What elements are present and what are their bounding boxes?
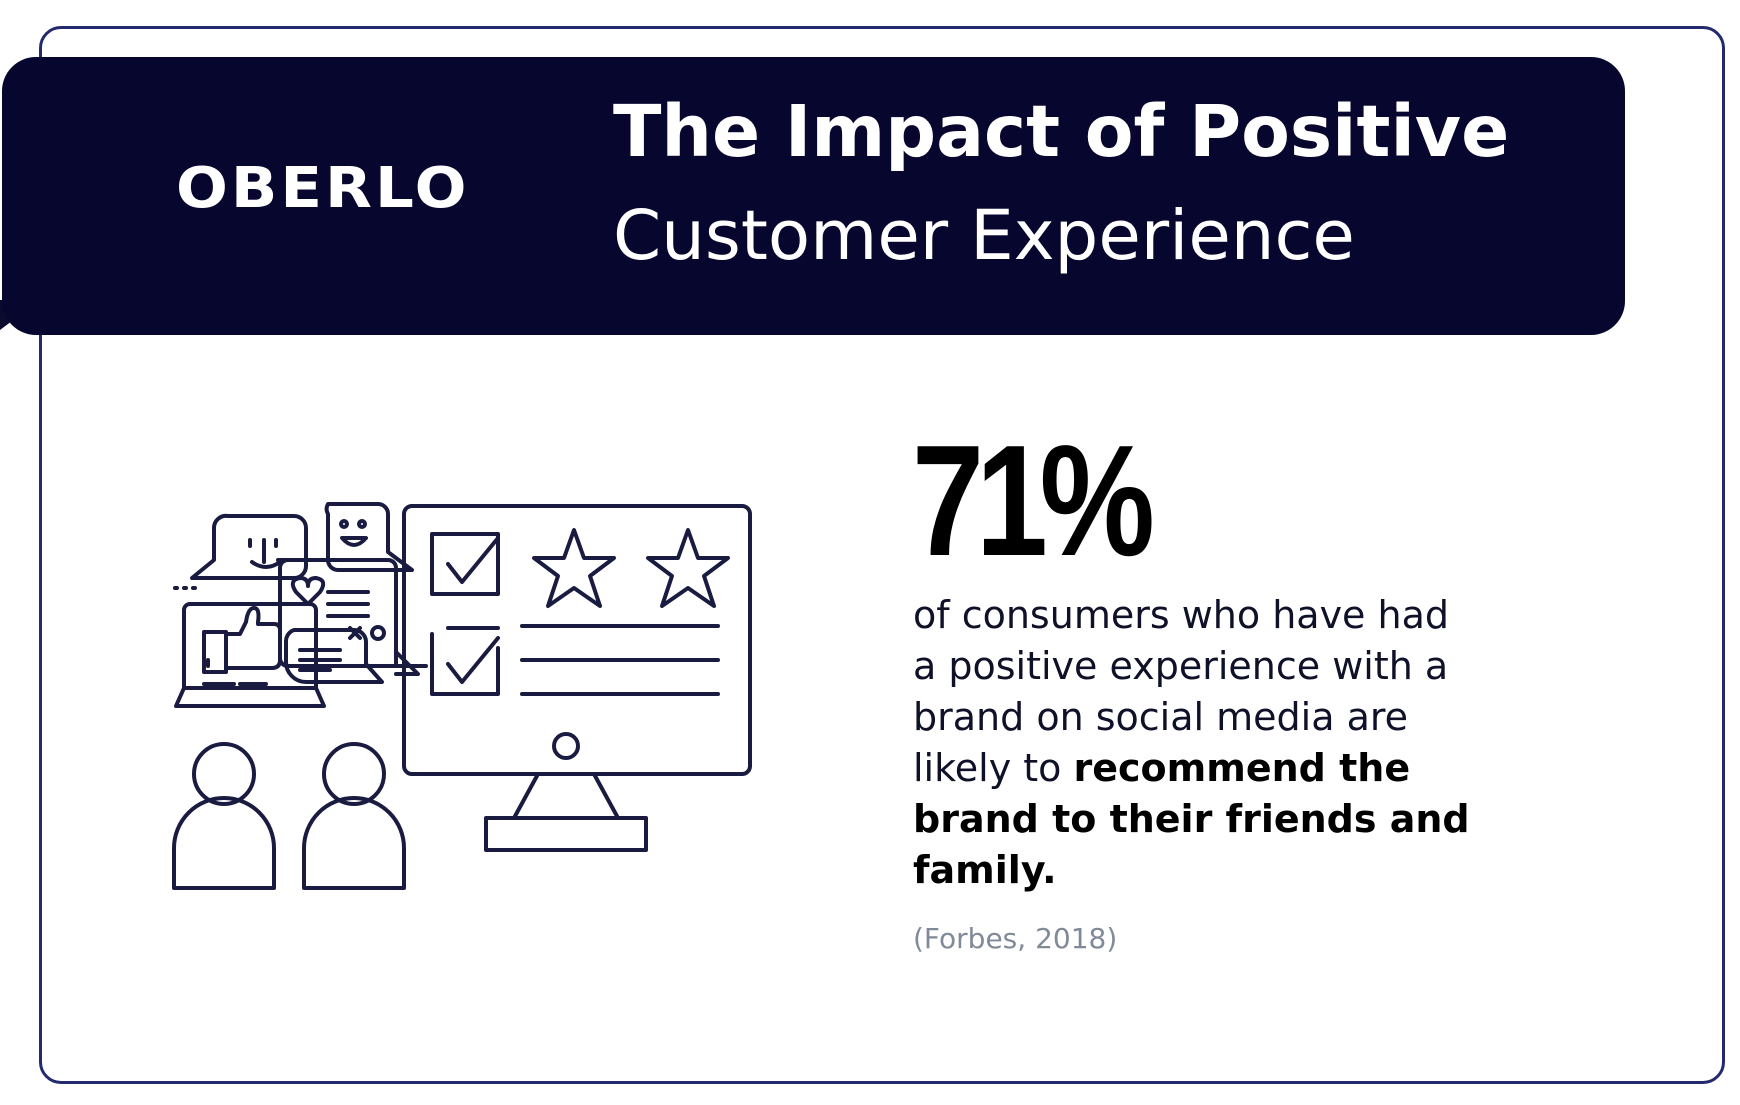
- monitor-rating-icon: [402, 504, 752, 852]
- chat-bubble-small-icon: [284, 628, 384, 684]
- star-icon: [646, 528, 730, 608]
- chat-bubble-smile-icon: [324, 502, 414, 572]
- stat-description-bold: recommend the brand to their friends and…: [913, 746, 1470, 892]
- user-icon: [302, 742, 406, 890]
- star-icon: [532, 528, 616, 608]
- page-title-line1: The Impact of Positive: [613, 90, 1510, 173]
- page-title-line2: Customer Experience: [613, 196, 1355, 276]
- source-citation: (Forbes, 2018): [913, 922, 1118, 955]
- stat-percentage: 71%: [912, 413, 1155, 589]
- stat-description-regular: of consumers who have had a positive exp…: [913, 593, 1450, 790]
- laptop-thumbs-up-icon: [174, 602, 326, 708]
- user-icon: [172, 742, 276, 890]
- social-review-illustration: [172, 502, 752, 890]
- stat-description: of consumers who have had a positive exp…: [913, 590, 1473, 896]
- header-banner: [2, 57, 1625, 335]
- chat-bubble-face-icon: [190, 513, 308, 580]
- oberlo-logo: OBERLO: [176, 155, 470, 221]
